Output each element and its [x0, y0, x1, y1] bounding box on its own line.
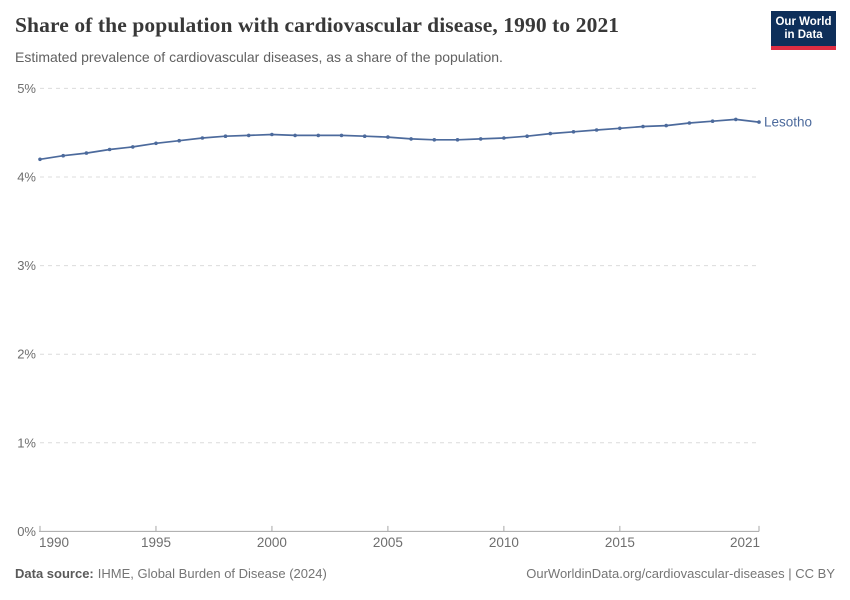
x-tick-label-2005: 2005 — [373, 535, 403, 550]
data-point-lesotho-2010[interactable] — [502, 136, 506, 140]
data-point-lesotho-2011[interactable] — [525, 134, 529, 138]
attribution-link[interactable]: OurWorldinData.org/cardiovascular-diseas… — [526, 566, 835, 581]
logo-line1: Our World — [775, 16, 832, 28]
entity-label-lesotho[interactable]: Lesotho — [764, 115, 812, 130]
data-point-lesotho-2016[interactable] — [641, 124, 645, 129]
data-point-lesotho-2019[interactable] — [710, 119, 715, 123]
x-tick-label-2015: 2015 — [605, 535, 635, 550]
data-point-lesotho-1991[interactable] — [61, 153, 65, 158]
data-point-lesotho-2013[interactable] — [571, 130, 576, 134]
chart-subtitle: Estimated prevalence of cardiovascular d… — [15, 49, 503, 65]
data-point-lesotho-2008[interactable] — [455, 138, 460, 142]
data-point-lesotho-2015[interactable] — [618, 126, 622, 131]
y-tick-label-5%: 5% — [17, 81, 36, 96]
data-point-lesotho-2017[interactable] — [664, 123, 668, 128]
data-point-lesotho-1992[interactable] — [84, 151, 89, 155]
lesotho-line[interactable] — [39, 118, 760, 161]
data-point-lesotho-2000[interactable] — [270, 132, 274, 137]
x-tick-label-2000: 2000 — [257, 535, 287, 550]
logo-line2: in Data — [784, 29, 823, 41]
y-tick-label-3%: 3% — [17, 258, 36, 273]
data-point-lesotho-2020[interactable] — [734, 117, 738, 122]
data-source: Data source: IHME, Global Burden of Disea… — [15, 566, 327, 581]
data-point-lesotho-2009[interactable] — [478, 137, 483, 141]
y-tick-label-4%: 4% — [17, 170, 36, 185]
data-point-lesotho-2012[interactable] — [548, 131, 553, 136]
data-point-lesotho-1998[interactable] — [223, 134, 228, 138]
x-tick-label-2010: 2010 — [489, 535, 519, 550]
data-point-lesotho-1990[interactable] — [38, 157, 42, 162]
data-point-lesotho-2007[interactable] — [432, 138, 437, 142]
data-point-lesotho-2005[interactable] — [386, 135, 390, 139]
x-tick-label-1990: 1990 — [39, 535, 69, 550]
owid-logo[interactable]: Our World in Data — [771, 11, 836, 50]
data-point-lesotho-1993[interactable] — [107, 147, 112, 152]
data-point-lesotho-2001[interactable] — [293, 133, 297, 138]
y-tick-label-2%: 2% — [17, 347, 36, 362]
data-point-lesotho-1999[interactable] — [246, 133, 251, 138]
data-point-lesotho-1994[interactable] — [131, 145, 135, 149]
data-source-label: Data source: — [15, 566, 94, 581]
data-point-lesotho-1997[interactable] — [200, 136, 205, 140]
data-point-lesotho-2021[interactable] — [757, 120, 761, 124]
data-point-lesotho-2018[interactable] — [687, 121, 692, 125]
data-point-lesotho-2004[interactable] — [362, 134, 367, 138]
y-tick-label-0%: 0% — [17, 524, 36, 539]
y-tick-label-1%: 1% — [17, 435, 36, 450]
data-point-lesotho-2002[interactable] — [316, 133, 321, 138]
x-tick-label-2021: 2021 — [730, 535, 760, 550]
data-point-lesotho-2003[interactable] — [339, 133, 344, 138]
chart-footer: Data source: IHME, Global Burden of Disea… — [15, 566, 835, 581]
data-point-lesotho-2006[interactable] — [409, 137, 413, 141]
data-point-lesotho-1995[interactable] — [154, 141, 158, 146]
data-point-lesotho-1996[interactable] — [177, 138, 181, 143]
x-tick-label-1995: 1995 — [141, 535, 171, 550]
page-title: Share of the population with cardiovascu… — [15, 13, 620, 37]
data-source-value: IHME, Global Burden of Disease (2024) — [97, 566, 327, 581]
data-point-lesotho-2014[interactable] — [594, 128, 599, 132]
